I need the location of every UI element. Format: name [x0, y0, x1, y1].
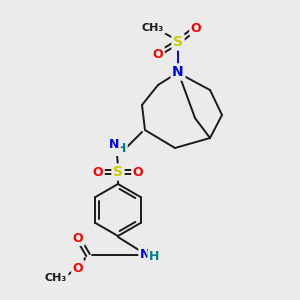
Text: O: O [73, 232, 83, 244]
Text: O: O [191, 22, 201, 34]
Text: O: O [133, 166, 143, 178]
Text: H: H [116, 142, 126, 154]
Text: O: O [153, 47, 163, 61]
Text: N: N [109, 139, 119, 152]
Text: S: S [173, 35, 183, 49]
Text: H: H [149, 250, 159, 263]
Text: O: O [93, 166, 103, 178]
Text: S: S [113, 165, 123, 179]
Text: CH₃: CH₃ [142, 23, 164, 33]
Text: N: N [140, 248, 150, 262]
Text: N: N [172, 65, 184, 79]
Text: O: O [73, 262, 83, 275]
Text: CH₃: CH₃ [45, 273, 67, 283]
